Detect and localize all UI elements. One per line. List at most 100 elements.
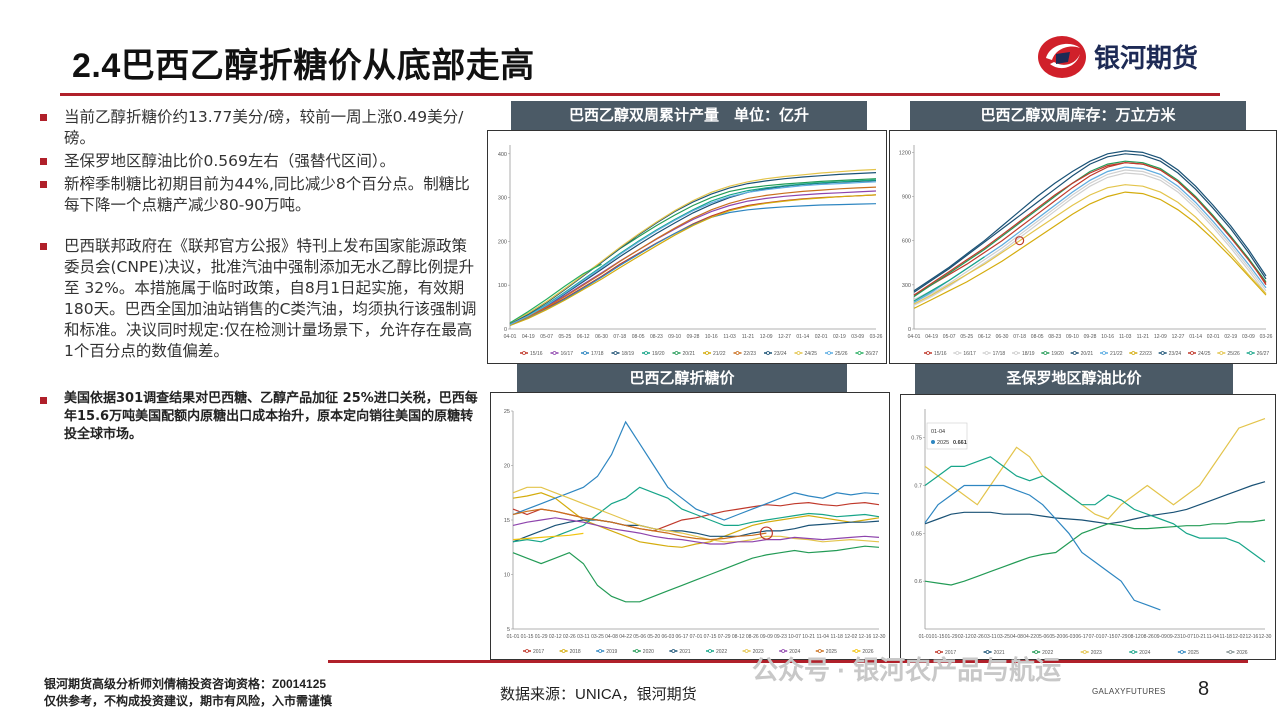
chart-title-parity: 圣保罗地区醇油比价 <box>915 364 1233 394</box>
x-tick-label: 06-12 <box>978 334 991 340</box>
x-tick-label: 06-03 <box>1062 634 1075 640</box>
legend-label: 22/23 <box>744 351 757 357</box>
legend-marker <box>955 351 960 355</box>
y-tick-label: 300 <box>498 196 507 202</box>
legend-marker <box>1228 650 1233 654</box>
x-tick-label: 06-17 <box>1076 634 1089 640</box>
x-tick-label: 08-12 <box>1128 634 1141 640</box>
y-tick-label: 5 <box>507 627 510 633</box>
page-title: 2.4巴西乙醇折糖价从底部走高 <box>72 47 535 85</box>
legend-marker <box>926 351 930 355</box>
bullet-text: 圣保罗地区醇油比价0.569左右（强替代区间）。 <box>64 152 396 170</box>
chart-sugar-equivalent: 5 10 15 20 25 01-01 01-15 01-29 02-12 02-26 03-11 0… <box>490 392 890 660</box>
legend-label: 2019 <box>606 649 617 655</box>
x-tick-label: 02-19 <box>833 334 846 340</box>
legend-label: 2022 <box>1042 650 1053 656</box>
x-tick-label: 12-09 <box>760 334 773 340</box>
series-line-19-20 <box>913 160 1267 298</box>
legend-marker <box>1082 650 1087 654</box>
brand-name: 银河期货 <box>1094 43 1199 73</box>
legend-marker <box>854 649 859 653</box>
x-tick-label: 03-26 <box>1260 334 1273 340</box>
bullet-marker <box>40 158 47 165</box>
x-tick-label: 03-26 <box>870 334 883 340</box>
legend-label: 26/27 <box>866 351 879 357</box>
legend-label: 2022 <box>716 649 727 655</box>
bullet-list: 当前乙醇折糖价约13.77美分/磅，较前一周上涨0.49美分/磅。 圣保罗地区醇… <box>38 107 478 446</box>
x-tick-label: 06-03 <box>661 634 674 640</box>
x-tick-label: 04-01 <box>908 334 921 340</box>
x-tick-label: 02-26 <box>563 634 576 640</box>
series-line-2020 <box>512 545 880 603</box>
x-tick-label: 05-06 <box>633 634 646 640</box>
brand-footer: GALAXYFUTURES <box>1092 687 1166 696</box>
series-line-23-24 <box>509 172 877 325</box>
series-line-24-25 <box>913 162 1267 296</box>
legend-marker <box>634 649 639 653</box>
highlight-circle <box>759 526 773 540</box>
series-line-19-20 <box>509 179 877 325</box>
bullet-marker <box>40 181 47 188</box>
series-line-2024 <box>512 517 880 545</box>
x-tick-label: 09-28 <box>687 334 700 340</box>
legend-marker <box>561 649 566 653</box>
bullet-text: 美国依据301调查结果对巴西糖、乙醇产品加征 25%进口关税，巴西每年15.6万… <box>64 391 478 442</box>
x-tick-label: 08-05 <box>632 334 645 340</box>
legend-marker <box>1190 351 1194 355</box>
x-tick-label: 01-15 <box>932 634 945 640</box>
x-tick-label: 11-04 <box>1206 634 1219 640</box>
series-line-2025 <box>924 484 1161 611</box>
y-tick-label: 0.6 <box>914 579 922 585</box>
x-tick-label: 03-09 <box>1242 334 1255 340</box>
legend-label: 2017 <box>533 649 544 655</box>
legend-label: 17/18 <box>993 351 1006 357</box>
x-tick-label: 09-10 <box>668 334 681 340</box>
x-tick-label: 07-01 <box>1089 634 1102 640</box>
bullet-marker <box>40 397 47 404</box>
x-tick-label: 04-22 <box>619 634 632 640</box>
x-tick-label: 11-03 <box>1119 334 1132 340</box>
x-tick-label: 04-22 <box>1023 634 1036 640</box>
series-line-22-23 <box>509 186 877 326</box>
x-tick-label: 02-12 <box>549 634 562 640</box>
legend-label: 2023 <box>1091 650 1102 656</box>
legend-label: 20/21 <box>1081 351 1094 357</box>
legend-marker <box>598 649 603 653</box>
tooltip-box <box>926 422 968 450</box>
series-line-2026 <box>512 532 584 541</box>
x-tick-label: 03-11 <box>984 634 997 640</box>
x-tick-label: 11-21 <box>742 334 755 340</box>
chart-inventory: 0 300 600 900 1200 04-01 04-19 05-07 05-25 06-12 0… <box>889 130 1277 364</box>
x-tick-label: 06-30 <box>996 334 1009 340</box>
legend-marker <box>705 351 709 355</box>
chart-production: 0 100 200 300 400 04-01 04-19 05-07 05-25 06-12 06… <box>487 130 887 364</box>
tooltip-dot <box>931 440 935 444</box>
legend-label: 26/27 <box>1257 351 1270 357</box>
x-tick-label: 07-18 <box>613 334 626 340</box>
x-tick-label: 09-28 <box>1084 334 1097 340</box>
x-tick-label: 01-14 <box>1189 334 1202 340</box>
x-tick-label: 09-09 <box>760 634 773 640</box>
legend-label: 2020 <box>643 649 654 655</box>
legend-marker <box>1043 351 1048 355</box>
legend-marker <box>1102 351 1106 355</box>
series-line-16-17 <box>509 190 877 325</box>
legend-marker <box>1072 351 1077 355</box>
legend-marker <box>744 649 749 653</box>
legend-label: 2018 <box>570 649 581 655</box>
legend-label: 2025 <box>1188 650 1199 656</box>
x-tick-label: 12-02 <box>844 634 857 640</box>
x-tick-label: 01-01 <box>919 634 932 640</box>
legend-label: 23/24 <box>1169 351 1182 357</box>
y-tick-label: 0.65 <box>911 531 922 537</box>
x-tick-label: 08-23 <box>650 334 663 340</box>
legend-marker <box>552 351 557 355</box>
y-tick-label: 900 <box>902 195 911 201</box>
title-divider <box>60 93 1220 96</box>
legend-marker <box>827 351 831 355</box>
series-line-2017 <box>512 501 880 532</box>
x-tick-label: 05-25 <box>960 334 973 340</box>
legend-label: 2021 <box>994 650 1005 656</box>
